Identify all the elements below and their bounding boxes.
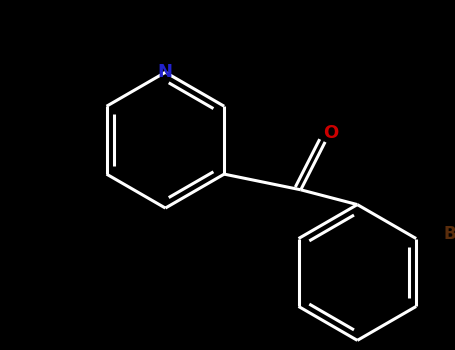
Text: O: O bbox=[323, 124, 338, 142]
Text: Br: Br bbox=[444, 225, 455, 243]
Text: N: N bbox=[158, 63, 173, 81]
